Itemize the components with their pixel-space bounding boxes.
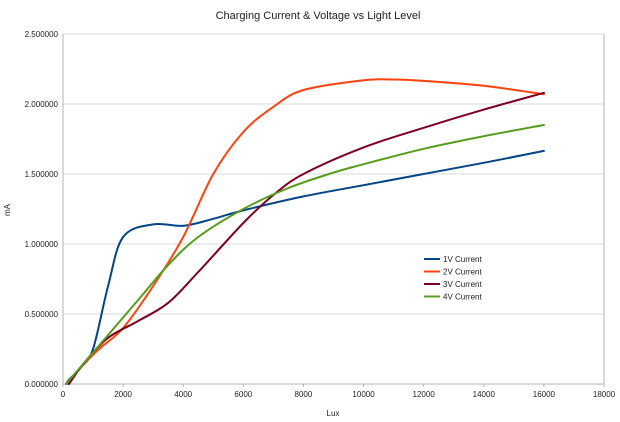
series-line-2v-current xyxy=(66,78,545,385)
y-tick-label: 0.500000 xyxy=(25,310,59,319)
x-tick-label: 0 xyxy=(61,390,66,399)
chart-title: Charging Current & Voltage vs Light Leve… xyxy=(216,10,421,22)
x-tick-label: 6000 xyxy=(234,390,252,399)
series-line-4v-current xyxy=(65,124,545,385)
axes: 0.000000 0.500000 1.000000 1.500000 2.000000… xyxy=(25,30,616,399)
x-tick-label: 2000 xyxy=(114,390,132,399)
x-tick-label: 10000 xyxy=(352,390,375,399)
x-tick-label: 14000 xyxy=(473,390,496,399)
series-lines xyxy=(65,78,545,385)
legend-label-4v-current: 4V Current xyxy=(443,293,482,302)
y-tick-label: 0.000000 xyxy=(25,380,59,389)
y-axis-label: mA xyxy=(3,203,12,216)
grid xyxy=(63,33,604,385)
x-tick-label: 8000 xyxy=(295,390,313,399)
legend-label-2v-current: 2V Current xyxy=(443,268,482,277)
y-tick-label: 1.500000 xyxy=(25,170,59,179)
y-tick-label: 2.000000 xyxy=(25,100,59,109)
x-axis-label: Lux xyxy=(327,409,340,418)
legend-label-1v-current: 1V Current xyxy=(443,255,482,264)
y-tick-label: 1.000000 xyxy=(25,240,59,249)
series-line-3v-current xyxy=(68,91,545,385)
x-tick-label: 18000 xyxy=(593,390,616,399)
x-tick-label: 16000 xyxy=(533,390,556,399)
y-tick-label: 2.500000 xyxy=(25,30,59,39)
legend-label-3v-current: 3V Current xyxy=(443,280,482,289)
x-tick-label: 12000 xyxy=(413,390,436,399)
x-tick-label: 4000 xyxy=(174,390,192,399)
legend: 1V Current 2V Current 3V Current 4V Current xyxy=(424,255,482,302)
